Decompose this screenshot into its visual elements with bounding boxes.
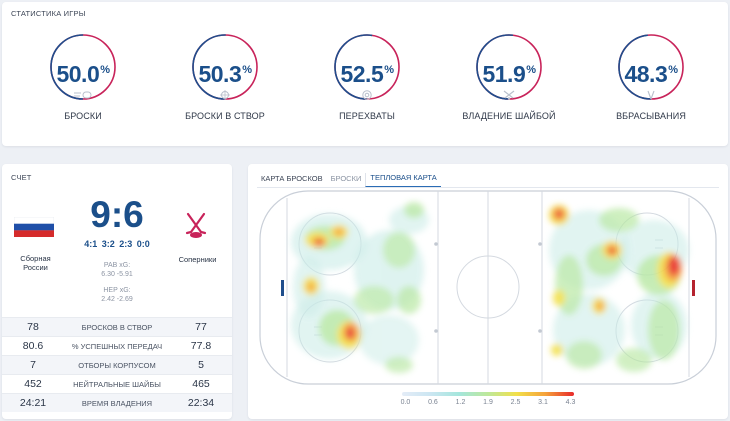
score-title: СЧЕТ — [11, 173, 32, 182]
stat-value: 51.9% — [461, 61, 557, 88]
shot-icon — [35, 90, 131, 102]
heatmap-legend: 0.0 0.6 1.2 1.9 2.5 3.1 4.3 — [402, 392, 574, 409]
shot-map-tabs: КАРТА БРОСКОВ БРОСКИ ТЕПЛОВАЯ КАРТА — [257, 171, 441, 187]
stat-value: 50.3% — [177, 61, 273, 88]
goal-left — [281, 280, 284, 296]
stat-value: 48.3% — [603, 61, 699, 88]
xg-even: РАВ xG: 6.30 -5.91 — [62, 261, 172, 279]
game-stats-card: СТАТИСТИКА ИГРЫ 50.0% БРОСКИ 50.3% БРОСК… — [2, 2, 728, 146]
tabs-divider — [257, 187, 719, 188]
score-stats-table: 78 БРОСКОВ В СТВОР 77 80.6 % УСПЕШНЫХ ПЕ… — [2, 317, 232, 412]
xg-uneven: НЕР xG: 2.42 -2.69 — [62, 286, 172, 304]
shot-map-card: КАРТА БРОСКОВ БРОСКИ ТЕПЛОВАЯ КАРТА — [248, 164, 728, 419]
legend-tick: 3.1 — [538, 399, 548, 406]
tab-heatmap[interactable]: ТЕПЛОВАЯ КАРТА — [365, 173, 440, 187]
legend-tick: 4.3 — [566, 399, 576, 406]
legend-ticks: 0.0 0.6 1.2 1.9 2.5 3.1 4.3 — [402, 399, 574, 409]
game-stats-title: СТАТИСТИКА ИГРЫ — [11, 9, 86, 18]
goal-right — [692, 280, 695, 296]
away-team-name: Соперники — [170, 255, 225, 264]
stat-value: 50.0% — [35, 61, 131, 88]
period-score: 2:3 — [119, 239, 132, 249]
stat-shots-on-goal: 50.3% БРОСКИ В СТВОР — [177, 32, 273, 121]
shot-map-title: КАРТА БРОСКОВ — [257, 174, 327, 187]
faceoff-icon — [603, 90, 699, 102]
table-row: 78 БРОСКОВ В СТВОР 77 — [2, 317, 232, 336]
stat-label: БРОСКИ В СТВОР — [177, 111, 273, 121]
stat-faceoffs: 48.3% ВБРАСЫВАНИЯ — [603, 32, 699, 121]
sticks-icon — [461, 90, 557, 102]
score-card: СЧЕТ Сборная России Соперники 9:6 4:1 3:… — [2, 164, 232, 419]
stat-shots: 50.0% БРОСКИ — [35, 32, 131, 121]
crossed-sticks-icon — [183, 212, 209, 240]
interception-icon — [319, 90, 415, 102]
period-score: 3:2 — [102, 239, 115, 249]
legend-tick: 0.0 — [401, 399, 411, 406]
legend-tick: 2.5 — [511, 399, 521, 406]
russia-flag-icon — [14, 217, 54, 237]
stat-label: БРОСКИ — [35, 111, 131, 121]
home-team-name: Сборная России — [8, 254, 63, 272]
stat-label: ПЕРЕХВАТЫ — [319, 111, 415, 121]
stat-label: ВЛАДЕНИЕ ШАЙБОЙ — [461, 111, 557, 121]
stat-possession: 51.9% ВЛАДЕНИЕ ШАЙБОЙ — [461, 32, 557, 121]
period-score: 4:1 — [84, 239, 97, 249]
target-icon — [177, 90, 273, 102]
period-scores: 4:1 3:2 2:3 0:0 — [62, 239, 172, 249]
table-row: 7 ОТБОРЫ КОРПУСОМ 5 — [2, 355, 232, 374]
tab-shots[interactable]: БРОСКИ — [327, 174, 366, 187]
legend-tick: 1.2 — [456, 399, 466, 406]
stat-value: 52.5% — [319, 61, 415, 88]
legend-gradient — [402, 392, 574, 396]
legend-tick: 0.6 — [428, 399, 438, 406]
stat-interceptions: 52.5% ПЕРЕХВАТЫ — [319, 32, 415, 121]
table-row: 452 НЕЙТРАЛЬНЫЕ ШАЙБЫ 465 — [2, 374, 232, 393]
period-score: 0:0 — [137, 239, 150, 249]
main-score: 9:6 — [62, 194, 172, 236]
legend-tick: 1.9 — [483, 399, 493, 406]
table-row: 24:21 ВРЕМЯ ВЛАДЕНИЯ 22:34 — [2, 393, 232, 412]
hockey-rink — [259, 190, 717, 385]
table-row: 80.6 % УСПЕШНЫХ ПЕРЕДАЧ 77.8 — [2, 336, 232, 355]
stat-label: ВБРАСЫВАНИЯ — [603, 111, 699, 121]
